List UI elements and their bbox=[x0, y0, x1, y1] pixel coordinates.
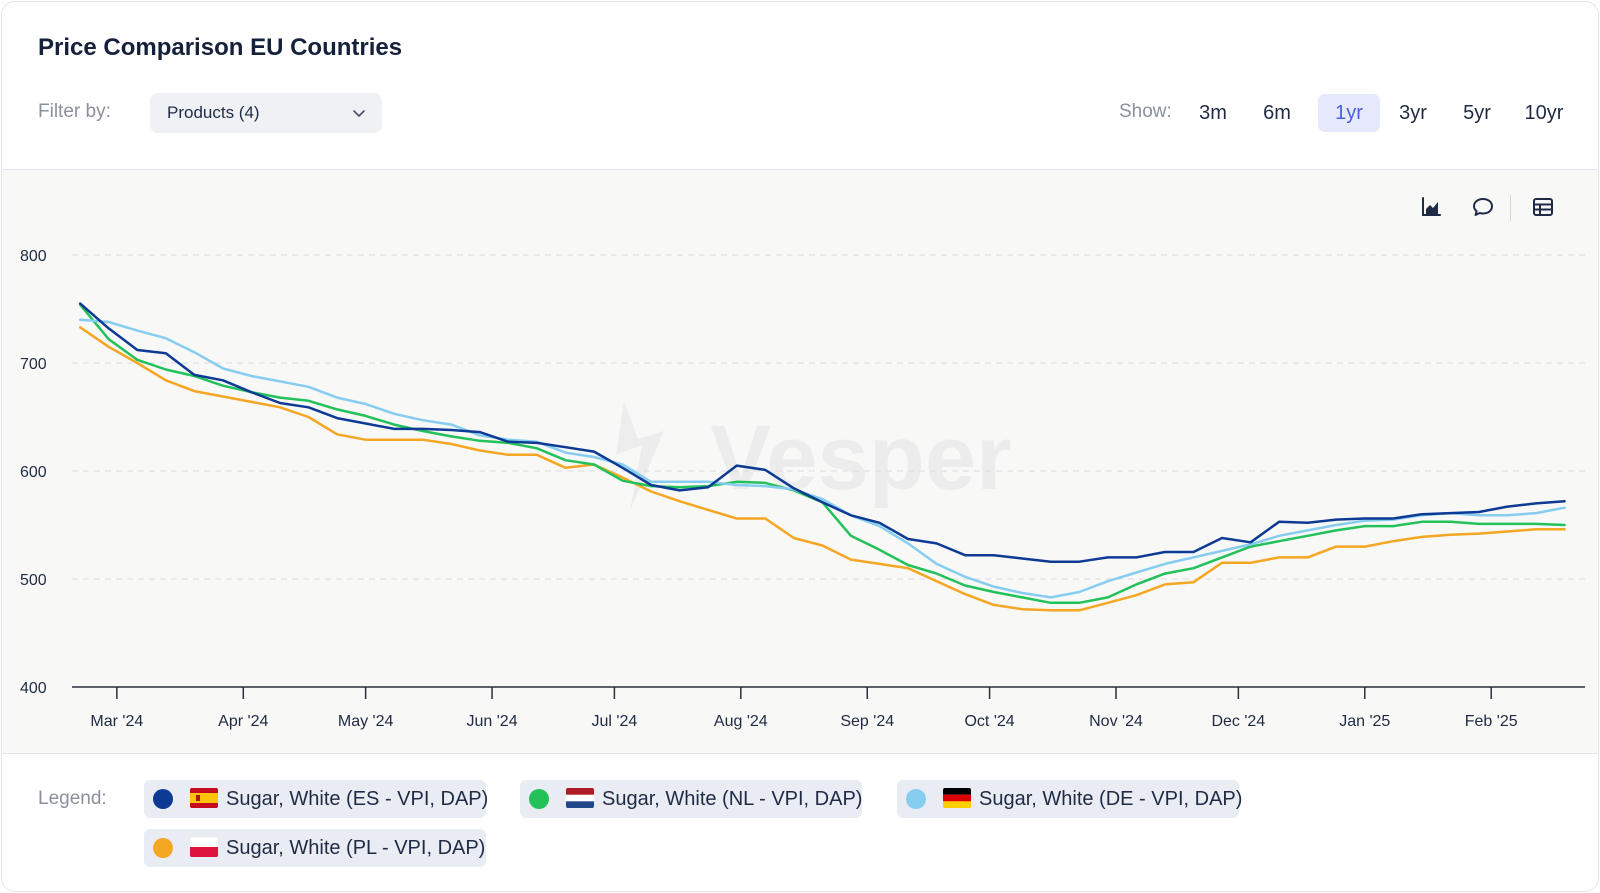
range-3yr-button[interactable]: 3yr bbox=[1399, 102, 1427, 124]
legend-dot-de bbox=[906, 789, 926, 809]
legend-item-es[interactable]: Sugar, White (ES - VPI, DAP) bbox=[144, 780, 489, 818]
x-tick-label: May '24 bbox=[338, 713, 394, 730]
x-tick-label: Sep '24 bbox=[840, 713, 894, 730]
range-5yr-button[interactable]: 5yr bbox=[1463, 102, 1491, 124]
y-tick-label: 400 bbox=[20, 680, 47, 697]
toolbar-divider bbox=[1510, 195, 1511, 221]
series-line-3[interactable] bbox=[78, 326, 1566, 612]
legend-item-label: Sugar, White (ES - VPI, DAP) bbox=[226, 788, 489, 810]
chevron-down-icon bbox=[353, 110, 365, 117]
x-tick-label: Dec '24 bbox=[1211, 713, 1265, 730]
area-chart-icon[interactable] bbox=[1418, 194, 1444, 220]
series-line-0[interactable] bbox=[78, 302, 1566, 563]
x-tick-label: Feb '25 bbox=[1465, 713, 1518, 730]
products-dropdown[interactable]: Products (4) bbox=[150, 93, 382, 133]
legend-item-label: Sugar, White (NL - VPI, DAP) bbox=[602, 788, 863, 810]
legend-dot-nl bbox=[529, 789, 549, 809]
price-line-chart: Vesper 400 500 600 700 800 Mar '24 Apr '24 May … bbox=[20, 248, 1585, 730]
x-tick-label: Nov '24 bbox=[1089, 713, 1143, 730]
x-tick-label: Jun '24 bbox=[467, 713, 518, 730]
y-tick-label: 500 bbox=[20, 572, 47, 589]
range-1yr-button[interactable]: 1yr bbox=[1318, 94, 1380, 132]
legend-dot-pl bbox=[153, 838, 173, 858]
legend-item-pl[interactable]: Sugar, White (PL - VPI, DAP) bbox=[144, 829, 486, 867]
y-tick-label: 600 bbox=[20, 464, 47, 481]
poland-flag-icon bbox=[190, 837, 218, 857]
legend-item-label: Sugar, White (PL - VPI, DAP) bbox=[226, 837, 486, 859]
watermark: Vesper bbox=[616, 401, 1012, 511]
range-6m-button[interactable]: 6m bbox=[1263, 102, 1291, 124]
filter-label: Filter by: bbox=[38, 101, 111, 122]
germany-flag-icon bbox=[943, 788, 971, 808]
legend-item-label: Sugar, White (DE - VPI, DAP) bbox=[979, 788, 1243, 810]
x-tick-label: Aug '24 bbox=[714, 713, 768, 730]
legend-item-nl[interactable]: Sugar, White (NL - VPI, DAP) bbox=[520, 780, 862, 818]
range-3m-button[interactable]: 3m bbox=[1199, 102, 1227, 124]
legend-item-de[interactable]: Sugar, White (DE - VPI, DAP) bbox=[897, 780, 1243, 818]
legend-label: Legend: bbox=[38, 788, 107, 809]
netherlands-flag-icon bbox=[566, 788, 594, 808]
x-tick-label: Apr '24 bbox=[218, 713, 268, 730]
comment-icon[interactable] bbox=[1470, 194, 1496, 220]
watermark-text: Vesper bbox=[710, 407, 1012, 509]
y-tick-label: 700 bbox=[20, 356, 47, 373]
page-title: Price Comparison EU Countries bbox=[38, 34, 403, 61]
y-tick-label: 800 bbox=[20, 248, 47, 265]
x-tick-label: Mar '24 bbox=[90, 713, 143, 730]
range-10yr-button[interactable]: 10yr bbox=[1524, 102, 1564, 124]
series-line-2[interactable] bbox=[78, 318, 1566, 599]
show-label: Show: bbox=[1119, 101, 1172, 122]
plot-area bbox=[2, 169, 1598, 754]
x-tick-label: Jan '25 bbox=[1339, 713, 1390, 730]
x-tick-label: Oct '24 bbox=[964, 713, 1014, 730]
products-dropdown-value: Products (4) bbox=[167, 103, 260, 122]
x-tick-label: Jul '24 bbox=[592, 713, 638, 730]
spain-flag-icon bbox=[190, 788, 218, 808]
table-icon[interactable] bbox=[1530, 194, 1556, 220]
legend-dot-es bbox=[153, 789, 173, 809]
